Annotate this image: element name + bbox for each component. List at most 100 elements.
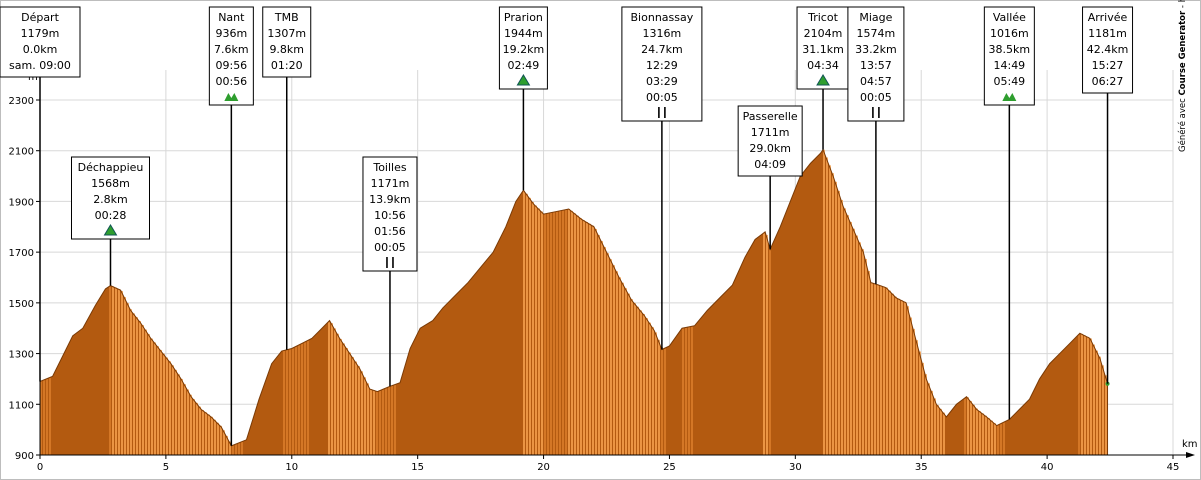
slope-band [904,301,906,455]
waypoint-nant: Nant 936m 7.6km 09:56 00:56 [208,6,254,446]
slope-band [172,365,174,455]
slope-band [970,401,972,455]
slope-band [844,208,846,455]
slope-band [853,228,855,455]
waypoint-text: 09:56 [215,59,247,72]
slope-band [988,418,990,455]
elevation-area [39,148,1110,456]
slope-band [571,210,573,455]
credit-brand: Course Generator [1178,10,1188,96]
slope-band [976,408,978,455]
slope-band [979,411,981,455]
slope-band [550,212,552,455]
slope-band [184,384,186,455]
profile-fill [40,149,1108,455]
waypoint-box [1082,6,1134,94]
slope-band [895,296,897,455]
slope-band [196,402,198,455]
waypoint-text: 01:20 [271,59,303,72]
waypoint-text: 936m [215,27,247,40]
slope-band [301,343,303,455]
slope-band [388,387,390,455]
waypoint-text: 1307m [267,27,306,40]
slope-band [286,349,288,455]
slope-band [637,306,639,455]
waypoint-box [208,6,254,106]
y-tick-label: 1900 [9,197,34,208]
slope-band [127,303,129,455]
slope-band [49,377,51,455]
waypoint-text: 10:56 [374,209,406,222]
slope-band [340,338,342,455]
waypoint-text: Arrivée [1088,11,1128,24]
slope-band [1102,365,1104,455]
waypoint-text: 14:49 [993,59,1025,72]
slope-band [334,328,336,455]
checkpoint-icon [1002,93,1017,101]
slope-band [886,287,888,455]
slope-band [871,282,873,455]
axis-ticks: 900 1100 1300 1500 1700 1900 2100 2300 0 5 10 15 20 2… [9,96,1180,473]
waypoint-prarion: Prarion 1944m 19.2km 02:49 [498,6,548,191]
slope-band [847,215,849,455]
slope-band [688,327,690,455]
slope-band [112,286,114,455]
waypoint-arrive: Arrivée 1181m 42.4km 15:27 06:27 [1082,6,1134,384]
slope-band [376,391,378,455]
slope-band [610,259,612,455]
y-tick-label: 1700 [9,248,34,259]
slope-band [682,328,684,455]
slope-band [655,332,657,455]
waypoint-text: 31.1km [802,43,844,56]
waypoint-text: 04:34 [807,59,839,72]
slope-band [370,389,372,455]
slope-band [283,350,285,455]
waypoint-text: 00:56 [215,75,247,88]
slope-band [1003,422,1005,455]
waypoint-dchappieu: Déchappieu 1568m 2.8km 00:28 [70,156,150,286]
slope-band [1090,338,1092,455]
summit-icon [516,74,531,86]
waypoint-box [0,6,81,78]
slope-band [607,253,609,455]
waypoint-text: 00:05 [860,91,892,104]
slope-band [1081,333,1083,455]
slope-band [136,317,138,455]
slope-band [997,425,999,455]
waypoint-text: Bionnassay [631,11,694,24]
slope-band [1084,335,1086,455]
slope-band [304,342,306,455]
waypoint-text: 00:28 [95,209,127,222]
slope-band [994,423,996,455]
waypoint-text: Vallée [993,11,1026,24]
waypoint-box [983,6,1035,106]
slope-band [625,288,627,455]
waypoint-text: 05:49 [993,75,1025,88]
slope-band [118,289,120,455]
slope-band [685,327,687,455]
waypoint-text: 04:57 [860,75,892,88]
summit-icon [816,74,830,86]
waypoint-text: 42.4km [1087,43,1129,56]
slope-band [1078,335,1080,455]
slope-band [364,377,366,455]
slope-band [205,412,207,455]
slope-band [358,366,360,455]
slope-band [193,399,195,455]
slope-band [643,314,645,455]
slope-band [628,293,630,455]
slope-band [991,420,993,455]
slope-band [604,247,606,455]
slope-band [883,286,885,455]
slope-band [1099,356,1101,455]
waypoint-text: 1316m [643,27,682,40]
slope-band [973,404,975,455]
slope-band [967,397,969,455]
slope-band [649,322,651,455]
waypoint-valle: Vallée 1016m 38.5km 14:49 05:49 [983,6,1035,420]
slope-band [337,333,339,455]
waypoint-text: 1016m [990,27,1029,40]
slope-band [235,444,237,455]
slope-band [1093,344,1095,455]
y-tick-label: 2100 [9,147,34,158]
